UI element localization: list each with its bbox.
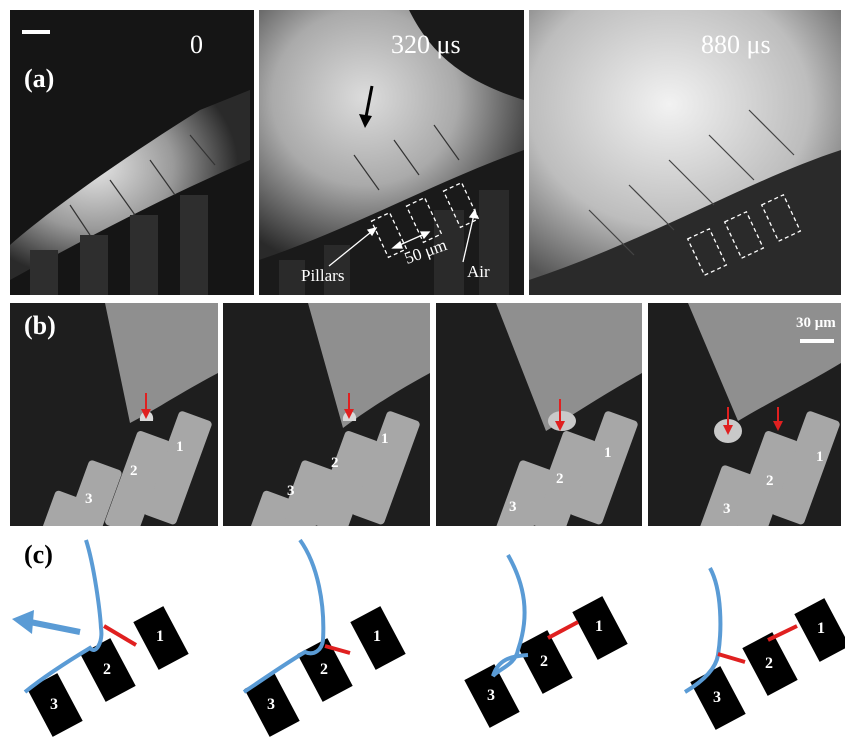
pillar-number-3: 3: [85, 491, 93, 507]
row-c-schematics: [12, 538, 845, 737]
row-b-frame-2: 1 2 3: [223, 303, 430, 526]
pillar-number-2: 2: [130, 463, 138, 479]
row-a-frame-2: 320 μs Pillars 50 μm Air: [259, 10, 524, 295]
pillar-number-3: 3: [487, 687, 495, 704]
pillar-number-1: 1: [817, 620, 825, 637]
pillar-number-3: 3: [50, 696, 58, 713]
bridge: [102, 624, 138, 647]
retraction-arrow: [29, 619, 81, 635]
bridge: [767, 624, 798, 642]
schematic-1: [12, 539, 189, 737]
pillar-number-2: 2: [540, 653, 548, 670]
schematic-2: [242, 538, 406, 737]
pillar-number-2: 2: [320, 661, 328, 678]
time-label: 320 μs: [391, 30, 461, 59]
pillar-number-1: 1: [373, 628, 381, 645]
pillar-number-3: 3: [287, 483, 295, 499]
pillars-label: Pillars: [301, 266, 345, 285]
schematic-4: [683, 567, 845, 730]
row-a-frame-3: 880 μs: [529, 10, 841, 295]
pillar-number-3: 3: [267, 696, 275, 713]
row-a-frame-1: (a) 0: [10, 10, 254, 295]
bridge: [547, 620, 579, 640]
row-b-frame-1: (b) 1 2 3: [10, 303, 218, 526]
pillar-number-2: 2: [766, 473, 774, 489]
pillar-number-3: 3: [509, 499, 517, 515]
scale-bar: [22, 30, 50, 34]
pillar-number-2: 2: [556, 471, 564, 487]
bridge: [717, 652, 746, 664]
pillar-number-1: 1: [595, 618, 603, 635]
panel-label-a: (a): [24, 64, 55, 93]
pillar-number-1: 1: [176, 439, 184, 455]
pillar-number-1: 1: [381, 431, 389, 447]
pillar-number-1: 1: [156, 628, 164, 645]
liquid-interface: [242, 538, 326, 694]
row-b-frame-3: 1 2 3: [436, 303, 642, 526]
panel-label-b: (b): [24, 311, 56, 340]
row-b-frame-4: 30 μm 1 2 3: [648, 303, 841, 526]
panel-label-c: (c): [24, 540, 53, 569]
pillar-number-2: 2: [765, 655, 773, 672]
scale-label: 30 μm: [796, 315, 836, 331]
pillar-number-3: 3: [713, 689, 721, 706]
air-label: Air: [467, 262, 490, 281]
liquid-interface: [23, 539, 104, 694]
liquid-interface: [491, 554, 529, 678]
pillar-number-3: 3: [723, 501, 731, 517]
time-label: 880 μs: [701, 30, 771, 59]
pillar-number-2: 2: [103, 661, 111, 678]
time-label: 0: [190, 30, 203, 59]
pillar-number-2: 2: [331, 455, 339, 471]
pillar-number-1: 1: [604, 445, 612, 461]
bridge: [324, 644, 351, 655]
pillar-number-1: 1: [816, 449, 824, 465]
scale-bar: [800, 339, 834, 343]
schematic-3: [464, 554, 628, 728]
